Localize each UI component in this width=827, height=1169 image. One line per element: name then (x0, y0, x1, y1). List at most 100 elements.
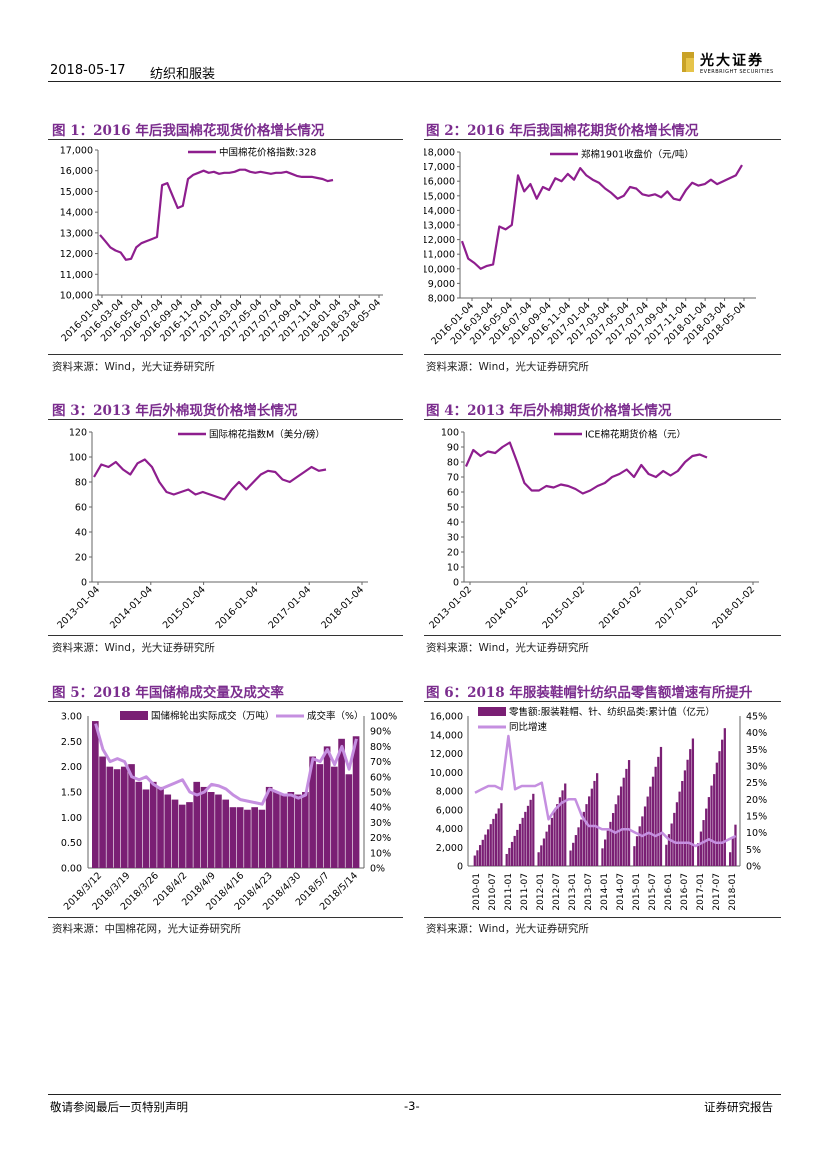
retail-sales-bar (625, 768, 628, 866)
volume-bar (316, 764, 324, 868)
x-tick-label: 2017-01-02 (654, 584, 701, 631)
retail-sales-bar (659, 746, 663, 866)
retail-sales-bar (654, 766, 657, 866)
right-y-tick-label: 10% (746, 828, 767, 839)
retail-sales-bar (731, 838, 734, 866)
volume-bar (345, 774, 353, 868)
figure-3-top-rule (48, 419, 403, 420)
left-y-tick-label: 3.00 (61, 712, 82, 723)
x-tick-label: 2010-01 (472, 873, 482, 911)
footer-report-type: 证券研究报告 (704, 1100, 773, 1114)
retail-sales-bar (590, 788, 593, 866)
retail-sales-bar (689, 749, 692, 866)
figure-4-bottom-rule (424, 635, 781, 636)
legend-label-line: 成交率（%） (307, 710, 364, 722)
y-tick-label: 16,000 (60, 166, 93, 177)
logo-name: 光大证券 (700, 53, 764, 69)
volume-bar (142, 789, 150, 868)
legend-label-bar: 零售额:服装鞋帽、针、纺织品类:累计值（亿元） (509, 706, 715, 718)
right-y-tick-label: 0% (370, 864, 385, 875)
legend-swatch-bar (478, 707, 506, 716)
retail-sales-bar (492, 818, 495, 866)
right-y-tick-label: 15% (746, 812, 767, 823)
series-line (99, 168, 334, 261)
series-line (464, 441, 708, 495)
retail-sales-bar (548, 824, 551, 866)
growth-line (474, 734, 737, 848)
retail-sales-bar (651, 776, 655, 866)
x-tick-label: 2013-01-04 (55, 584, 102, 631)
y-tick-label: 12,000 (424, 235, 455, 246)
y-tick-label: 80 (75, 478, 87, 489)
retail-sales-bar (561, 790, 564, 866)
retail-sales-bar (537, 852, 540, 866)
retail-sales-bar (596, 773, 599, 866)
retail-sales-bar (643, 806, 647, 866)
volume-bar (92, 721, 99, 868)
retail-sales-bar (526, 805, 530, 866)
retail-sales-bar (574, 835, 577, 866)
figure-6-bottom-rule (424, 917, 781, 918)
figure-2-source: 资料来源：Wind，光大证券研究所 (426, 361, 589, 373)
left-y-tick-label: 2.00 (61, 762, 82, 773)
y-tick-label: 17,000 (424, 162, 455, 173)
right-y-tick-label: 30% (370, 818, 391, 829)
left-y-tick-label: 1.00 (61, 813, 82, 824)
retail-sales-bar (718, 751, 721, 866)
retail-sales-bar (582, 811, 585, 866)
retail-sales-bar (585, 804, 588, 866)
retail-sales-bar (550, 817, 554, 866)
figure-5-source: 资料来源：中国棉花网，光大证券研究所 (52, 923, 241, 935)
retail-sales-bar (646, 796, 649, 866)
retail-sales-bar (580, 819, 583, 866)
y-tick-label: 20 (75, 553, 87, 564)
legend-label: 国际棉花指数M（美分/磅） (209, 429, 325, 441)
retail-sales-bar (481, 839, 484, 866)
right-y-tick-label: 70% (370, 757, 391, 768)
retail-sales-bar (532, 793, 535, 866)
retail-sales-bar (649, 786, 652, 866)
y-tick-label: 50 (447, 503, 459, 514)
volume-bar (106, 766, 114, 868)
y-tick-label: 18,000 (424, 148, 455, 159)
retail-sales-bar (486, 829, 490, 866)
retail-sales-bar (609, 821, 612, 866)
right-y-tick-label: 20% (370, 833, 391, 844)
retail-sales-bar (489, 824, 492, 866)
right-y-tick-label: 60% (370, 772, 391, 783)
x-tick-label: 2012-07 (552, 873, 562, 911)
legend-label-line: 同比增速 (509, 721, 548, 733)
volume-bar (236, 807, 244, 868)
retail-sales-bar (681, 781, 684, 866)
volume-bar (128, 764, 135, 868)
x-tick-label: 2016-07 (680, 873, 690, 911)
legend-label-bar: 国储棉轮出实际成交（万吨） (151, 710, 275, 722)
retail-sales-bar (683, 770, 687, 866)
retail-sales-bar (521, 817, 524, 866)
right-y-tick-label: 20% (746, 795, 767, 806)
y-tick-label: 10,000 (60, 291, 93, 302)
figure-2-chart: 18,000 17,000 16,000 15,000 14,000 13,000 12,0… (424, 148, 756, 347)
x-tick-label: 2015-01-02 (540, 584, 587, 631)
figure-6-title: 图 6：2018 年服装鞋帽针纺织品零售额增速有所提升 (426, 685, 753, 701)
volume-bar (302, 792, 309, 868)
volume-bar (280, 794, 287, 868)
left-y-tick-label: 0 (457, 862, 463, 873)
figure-5-bottom-rule (48, 917, 403, 918)
y-tick-label: 15,000 (60, 187, 93, 198)
retail-sales-bar (614, 804, 617, 866)
retail-sales-bar (657, 756, 660, 866)
figure-4-source: 资料来源：Wind，光大证券研究所 (426, 642, 589, 654)
x-tick-label: 2013-07 (584, 873, 594, 911)
y-tick-label: 17,000 (60, 146, 93, 157)
page-number: -3- (404, 1099, 420, 1113)
right-y-tick-label: 90% (370, 727, 391, 738)
retail-sales-bar (691, 738, 695, 866)
volume-bar (178, 804, 186, 868)
retail-sales-bar (667, 834, 671, 866)
volume-bar (120, 766, 128, 868)
volume-bar (157, 786, 164, 868)
volume-bar (113, 769, 121, 868)
volume-bar (244, 809, 251, 868)
retail-sales-bar (497, 808, 500, 866)
